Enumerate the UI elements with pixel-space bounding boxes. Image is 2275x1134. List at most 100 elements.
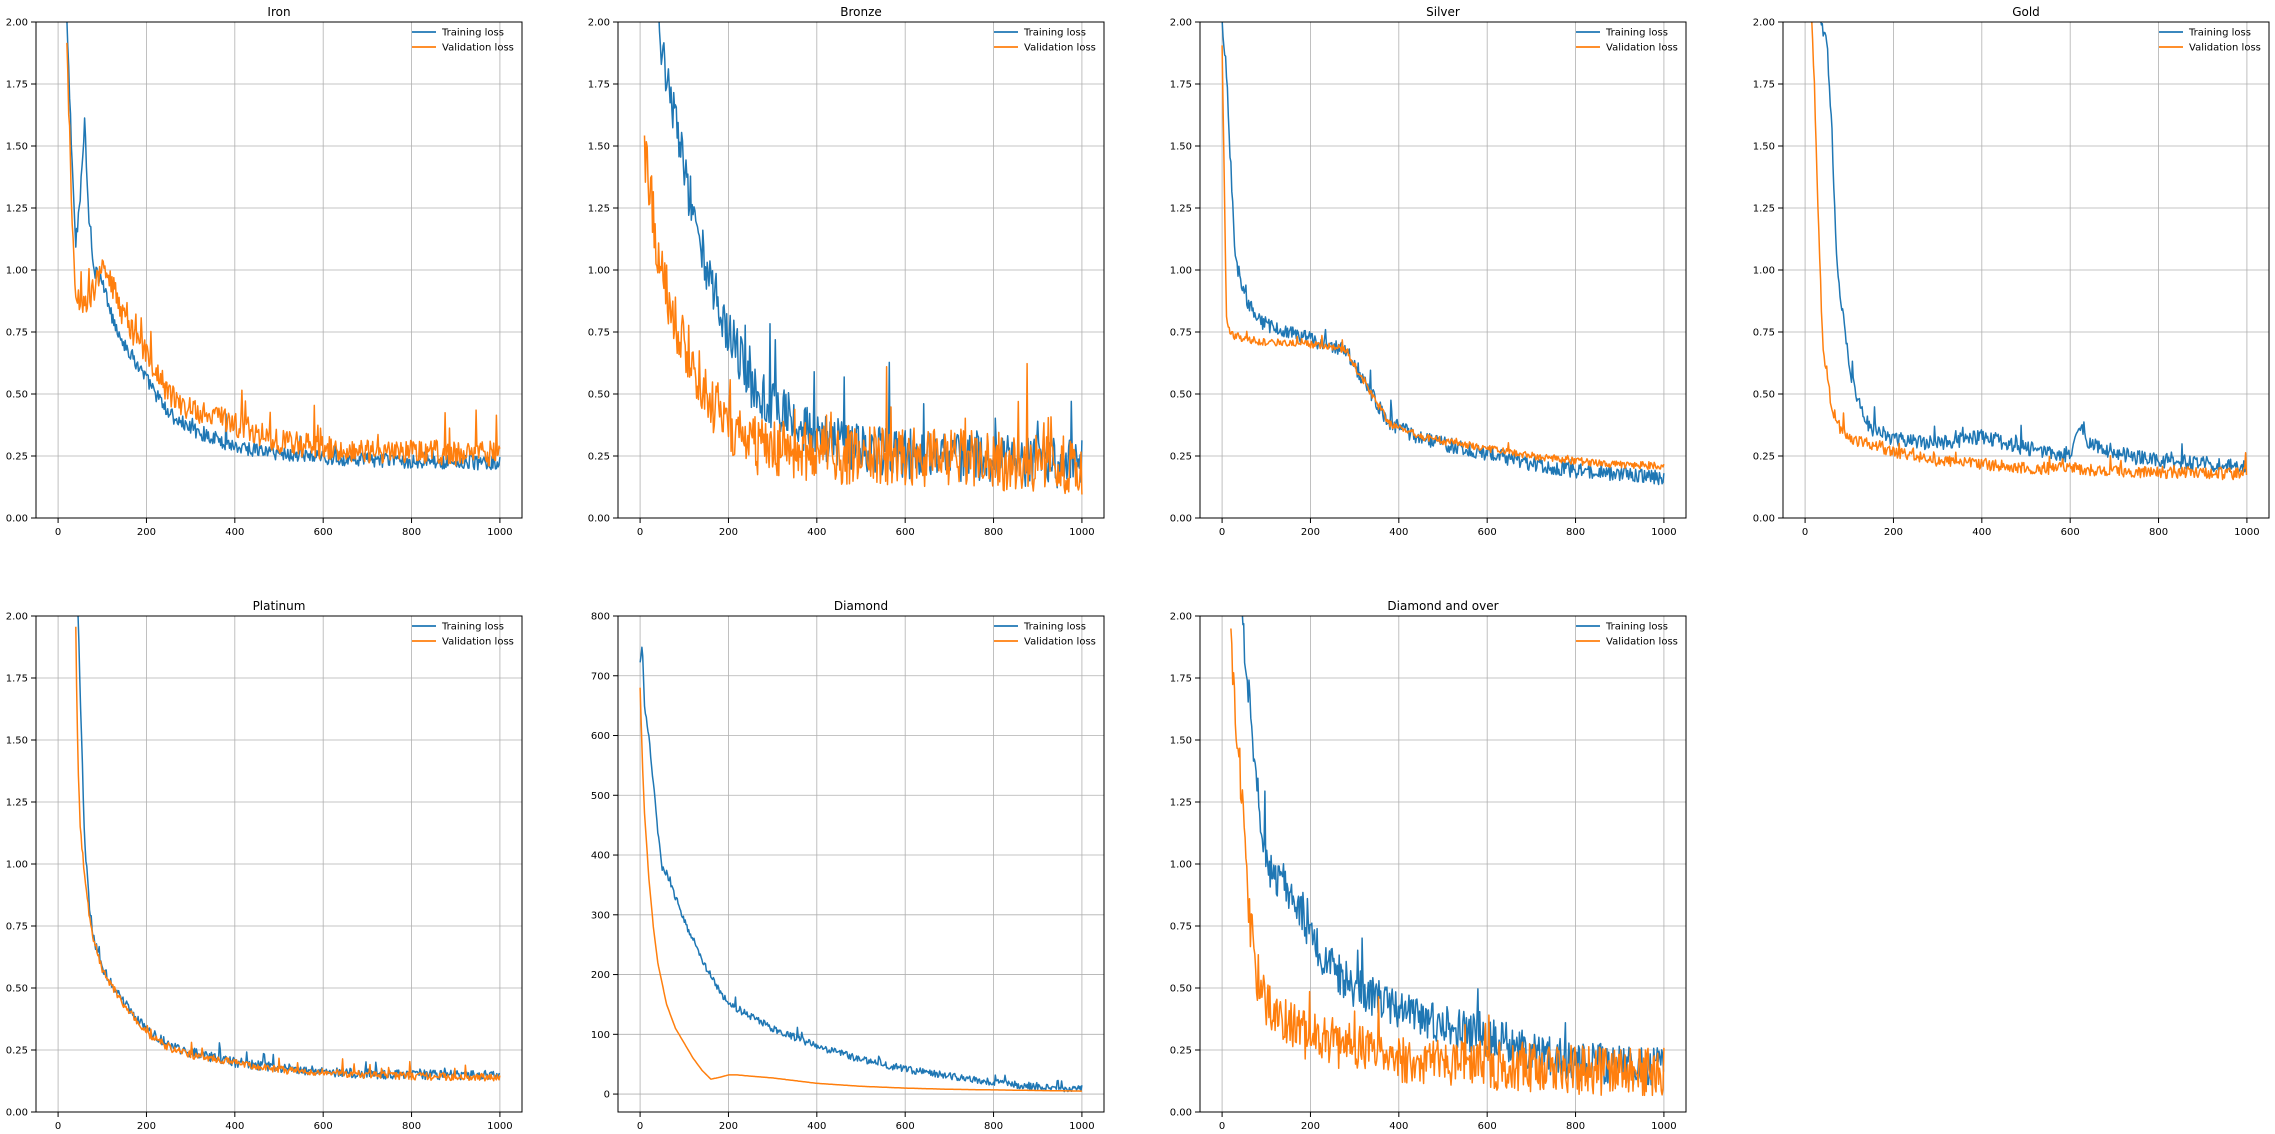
y-tick-label: 1.25 [1170,204,1192,215]
y-tick-label: 100 [591,1030,610,1041]
y-tick-label: 0.50 [1753,390,1775,401]
x-tick-label: 0 [1802,527,1808,538]
y-tick-label: 2.00 [1753,18,1775,29]
legend-label: Training loss [1605,622,1668,633]
x-tick-label: 800 [1566,527,1585,538]
y-tick-label: 0.25 [6,1046,28,1057]
legend: Training loss Validation loss [2159,28,2261,54]
y-tick-label: 1.75 [6,674,28,685]
y-tick-label: 1.00 [6,860,28,871]
x-tick-label: 0 [55,1121,61,1132]
y-tick-label: 2.00 [6,18,28,29]
subplot-title: Diamond and over [1387,599,1498,613]
x-tick-label: 600 [1478,1121,1497,1132]
x-tick-label: 1000 [487,527,512,538]
y-tick-label: 2.00 [588,18,610,29]
x-tick-label: 600 [896,1121,915,1132]
x-tick-label: 0 [55,527,61,538]
y-tick-label: 1.00 [6,266,28,277]
legend: Training loss Validation loss [994,28,1096,54]
x-tick-label: 0 [637,527,643,538]
y-tick-label: 600 [591,731,610,742]
y-tick-label: 0.00 [1170,1108,1192,1119]
y-tick-label: 1.00 [588,266,610,277]
series-line-validation [1811,22,2248,481]
subplot-title: Gold [2012,5,2040,19]
series-line-validation [1230,628,1665,1097]
x-tick-label: 600 [1478,527,1497,538]
y-tick-label: 1.25 [6,798,28,809]
y-tick-label: 0.25 [588,452,610,463]
series-line-validation [75,626,501,1082]
y-tick-label: 0.25 [1170,452,1192,463]
y-tick-label: 0.00 [6,514,28,525]
x-tick-label: 600 [314,527,333,538]
x-tick-label: 800 [402,1121,421,1132]
x-tick-label: 200 [719,1121,738,1132]
y-tick-label: 0.75 [6,328,28,339]
y-tick-label: 1.25 [1170,798,1192,809]
y-tick-label: 1.00 [1170,266,1192,277]
subplot-diamond-and-over: 0 200 400 600 800 1000 0.00 0.25 0.50 0.75 1.00 1.2… [1170,599,1687,1132]
x-tick-label: 400 [1972,527,1991,538]
x-tick-label: 600 [314,1121,333,1132]
y-tick-label: 2.00 [1170,612,1192,623]
x-tick-label: 1000 [1651,1121,1676,1132]
legend: Training loss Validation loss [412,622,514,648]
x-tick-label: 200 [1301,527,1320,538]
legend: Training loss Validation loss [412,28,514,54]
x-tick-label: 800 [984,1121,1003,1132]
x-tick-label: 400 [807,1121,826,1132]
legend-label: Validation loss [1024,637,1096,648]
x-tick-label: 400 [225,1121,244,1132]
x-tick-label: 1000 [1651,527,1676,538]
grid [618,615,1104,1112]
x-tick-label: 1000 [2234,527,2259,538]
legend: Training loss Validation loss [1576,28,1678,54]
y-tick-label: 0.50 [1170,984,1192,995]
y-tick-label: 0.75 [6,922,28,933]
y-tick-label: 400 [591,851,610,862]
series-line-training [77,616,501,1081]
subplot-title: Iron [267,5,290,19]
y-tick-label: 0.50 [588,390,610,401]
grid [1200,615,1686,1113]
y-tick-label: 0.75 [588,328,610,339]
legend-label: Training loss [441,28,504,39]
y-tick-label: 0.50 [6,390,28,401]
y-tick-label: 700 [591,671,610,682]
x-tick-label: 200 [137,527,156,538]
subplot-title: Silver [1426,5,1460,19]
series-line-training [1820,22,2248,474]
series-line-validation [639,687,1082,1092]
x-tick-label: 800 [2149,527,2168,538]
x-tick-label: 200 [719,527,738,538]
y-tick-label: 0.25 [1170,1046,1192,1057]
x-tick-label: 400 [1389,527,1408,538]
legend-label: Training loss [2188,28,2251,39]
x-tick-label: 1000 [1069,527,1094,538]
x-tick-label: 0 [1219,527,1225,538]
y-tick-label: 1.50 [6,142,28,153]
legend-label: Validation loss [1606,637,1678,648]
y-tick-label: 1.75 [1753,80,1775,91]
y-tick-label: 1.00 [1170,860,1192,871]
series-line-validation [1221,45,1665,470]
series-line-validation [643,135,1083,495]
subplot-gold: 0 200 400 600 800 1000 0.00 0.25 0.50 0.75 1.00 1.2… [1753,5,2270,538]
subplot-bronze: 0 200 400 600 800 1000 0.00 0.25 0.50 0.75 1.00 1.2… [588,5,1105,538]
y-tick-label: 1.75 [1170,674,1192,685]
subplot-silver: 0 200 400 600 800 1000 0.00 0.25 0.50 0.75 1.00 1.2… [1170,5,1687,538]
series-line-training [1241,616,1665,1086]
y-tick-label: 0.75 [1753,328,1775,339]
subplot-platinum: 0 200 400 600 800 1000 0.00 0.25 0.50 0.75 1.00 1.2… [6,599,523,1132]
x-tick-label: 1000 [1069,1121,1094,1132]
axes-frame [617,615,1105,1113]
x-tick-label: 800 [1566,1121,1585,1132]
legend-label: Validation loss [1606,43,1678,54]
subplot-iron: 0 200 400 600 800 1000 0.00 0.25 0.50 0.75 1.00 1.2… [6,5,523,538]
y-tick-label: 1.50 [588,142,610,153]
y-tick-label: 0.00 [588,514,610,525]
subplot-diamond: 0 200 400 600 800 1000 0 100 200 300 400 500 600 700 8… [591,599,1105,1132]
